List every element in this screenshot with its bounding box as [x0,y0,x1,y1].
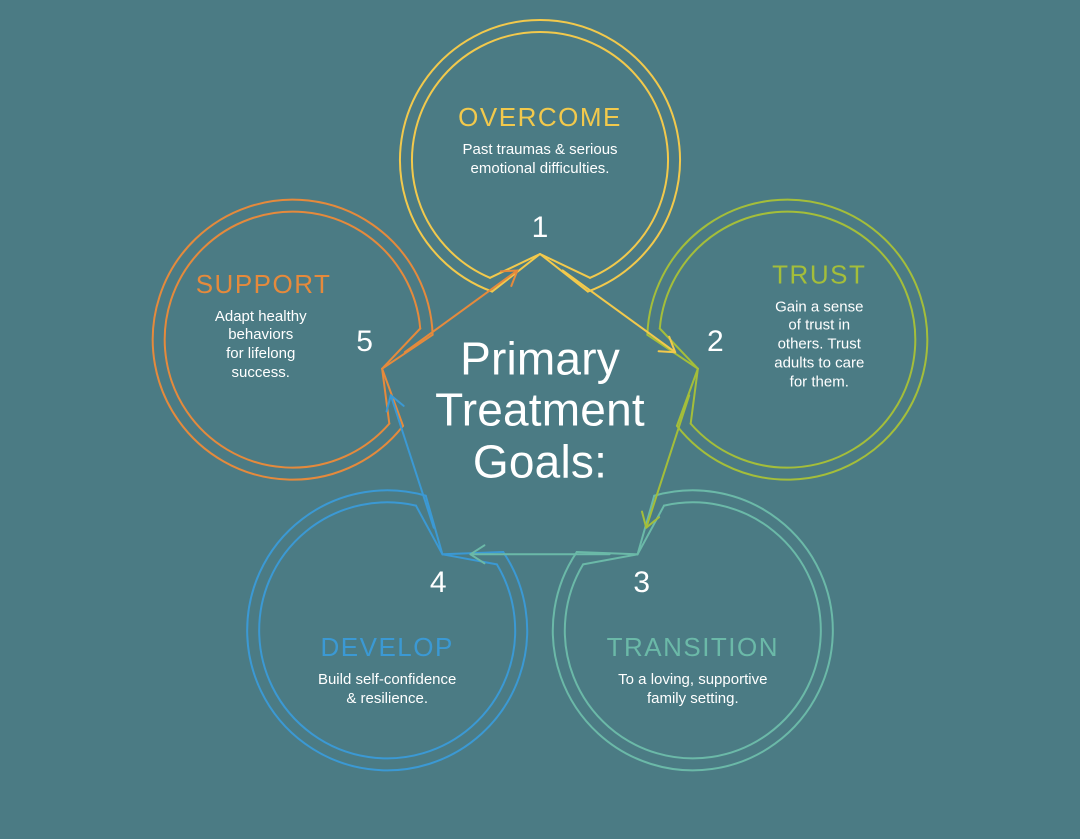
goal-desc: To a loving, supportive family setting. [588,671,798,709]
center-title-line: Goals: [473,435,607,487]
center-title-line: Primary [460,332,620,384]
goal-title: SUPPORT [196,269,326,300]
goal-node-3: TRANSITION To a loving, supportive family… [588,632,798,709]
goal-node-4: DEVELOP Build self-confidence & resilienc… [282,632,492,709]
goal-node-2: TRUST Gain a sense of trust in others. Tr… [754,259,884,392]
goal-number: 5 [356,325,373,359]
goal-title: TRANSITION [588,632,798,663]
infographic-stage: Primary Treatment Goals: OVERCOME Past tr… [0,0,1080,839]
goal-node-1: OVERCOME Past traumas & serious emotional… [435,102,645,179]
goal-title: DEVELOP [282,632,492,663]
center-title: Primary Treatment Goals: [435,333,645,488]
goal-desc: Past traumas & serious emotional difficu… [435,141,645,179]
center-title-line: Treatment [435,383,645,435]
goal-title: TRUST [754,259,884,290]
goal-desc: Adapt healthy behaviors for lifelong suc… [196,308,326,383]
goal-desc: Gain a sense of trust in others. Trust a… [754,298,884,392]
goal-title: OVERCOME [435,102,645,133]
goal-number: 4 [430,566,447,600]
goal-node-5: SUPPORT Adapt healthy behaviors for lifel… [196,269,326,383]
goal-number: 1 [532,211,549,245]
goal-number: 3 [633,566,650,600]
goal-number: 2 [707,325,724,359]
goal-desc: Build self-confidence & resilience. [282,671,492,709]
